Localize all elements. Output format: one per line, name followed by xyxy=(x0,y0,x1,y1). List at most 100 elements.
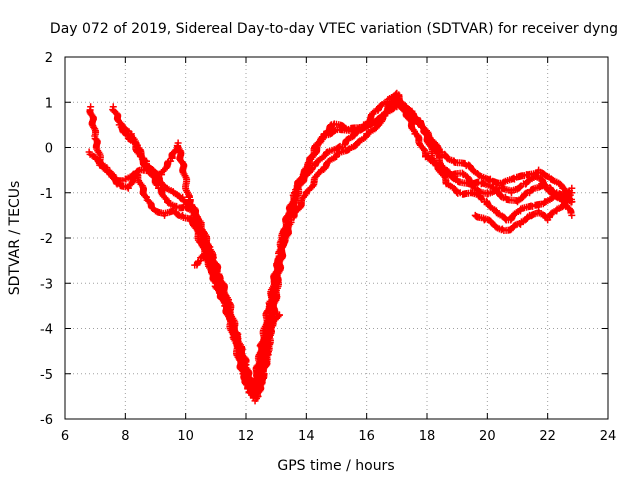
data-point xyxy=(535,166,543,174)
data-point xyxy=(372,107,380,115)
data-point xyxy=(179,211,187,219)
data-point xyxy=(173,202,181,210)
data-point xyxy=(333,153,340,161)
data-point xyxy=(197,257,205,265)
series-trace xyxy=(86,98,575,402)
data-point xyxy=(263,352,271,360)
data-point xyxy=(441,166,449,174)
data-point xyxy=(369,116,377,124)
data-point xyxy=(269,320,277,328)
data-point xyxy=(559,184,567,192)
data-point xyxy=(133,144,141,151)
data-point xyxy=(197,220,205,228)
data-point xyxy=(302,189,310,197)
series-track-2 xyxy=(109,89,576,391)
y-tick-label: 0 xyxy=(45,142,53,157)
data-point xyxy=(541,198,549,206)
series-trace xyxy=(117,102,575,398)
x-tick-label: 10 xyxy=(177,429,194,444)
data-point xyxy=(87,103,95,111)
y-tick-label: -3 xyxy=(40,277,53,292)
y-tick-label: -5 xyxy=(40,368,53,383)
data-point xyxy=(161,184,169,192)
data-point xyxy=(550,189,558,197)
data-point xyxy=(170,189,178,197)
data-point xyxy=(94,157,102,165)
series-layer xyxy=(85,89,576,405)
data-point xyxy=(468,189,476,197)
data-point xyxy=(393,103,401,111)
data-point xyxy=(492,207,500,215)
data-point xyxy=(85,148,93,156)
data-point xyxy=(251,397,259,405)
data-point xyxy=(568,211,576,219)
data-point xyxy=(523,171,531,179)
data-point xyxy=(185,193,193,201)
data-point xyxy=(507,225,515,233)
data-point xyxy=(553,207,561,215)
data-point xyxy=(308,162,316,170)
data-point xyxy=(339,144,347,151)
data-point xyxy=(142,157,150,165)
data-point xyxy=(480,216,488,224)
data-point xyxy=(483,189,491,197)
data-point xyxy=(91,134,99,142)
data-point xyxy=(526,189,534,197)
data-point xyxy=(152,207,159,215)
data-point xyxy=(109,103,117,111)
data-point xyxy=(112,175,120,183)
y-tick-label: -4 xyxy=(40,323,53,338)
data-point xyxy=(538,180,546,188)
data-point xyxy=(115,121,123,129)
data-point xyxy=(562,198,570,206)
data-point xyxy=(230,334,238,342)
data-point xyxy=(517,207,525,215)
chart-title: Day 072 of 2019, Sidereal Day-to-day VTE… xyxy=(50,21,618,37)
data-point xyxy=(272,288,280,296)
data-point xyxy=(453,175,461,183)
data-point xyxy=(257,352,265,360)
data-point xyxy=(477,180,485,188)
data-point xyxy=(142,193,150,201)
x-tick-label: 6 xyxy=(61,429,69,444)
data-point xyxy=(474,171,482,179)
data-point xyxy=(465,180,473,188)
y-tick-label: 2 xyxy=(45,51,53,66)
data-point xyxy=(239,370,247,378)
data-point xyxy=(393,89,401,97)
series-trace xyxy=(109,90,575,389)
data-point xyxy=(568,189,576,197)
data-point xyxy=(245,383,253,391)
data-point xyxy=(429,144,437,151)
data-point xyxy=(480,198,488,206)
data-point xyxy=(124,134,132,142)
x-axis-label: GPS time / hours xyxy=(277,458,394,474)
data-point xyxy=(206,243,214,251)
data-point xyxy=(510,175,518,183)
series-trace xyxy=(86,95,574,398)
y-tick-label: -6 xyxy=(40,413,53,428)
data-point xyxy=(526,211,534,219)
data-point xyxy=(411,130,419,138)
data-point xyxy=(520,180,528,188)
data-point xyxy=(275,311,283,319)
data-point xyxy=(504,216,512,224)
data-point xyxy=(130,171,138,179)
data-point xyxy=(348,144,356,151)
data-point xyxy=(167,157,175,165)
data-point xyxy=(547,175,555,183)
x-tick-label: 8 xyxy=(121,429,129,444)
data-point xyxy=(544,216,552,224)
data-point xyxy=(152,171,159,179)
y-tick-label: 1 xyxy=(45,96,53,111)
data-point xyxy=(103,166,111,174)
data-point xyxy=(417,121,425,129)
data-point xyxy=(444,180,452,188)
data-point xyxy=(174,139,182,147)
data-point xyxy=(203,248,211,256)
data-point xyxy=(501,193,509,201)
x-tick-label: 20 xyxy=(479,429,496,444)
data-point xyxy=(489,220,497,228)
series-track-1 xyxy=(86,94,576,400)
